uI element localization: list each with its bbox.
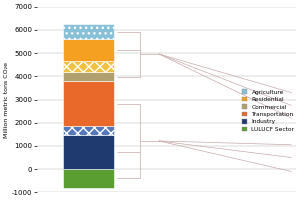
- Y-axis label: Million metric tons CO₂e: Million metric tons CO₂e: [4, 62, 9, 138]
- Bar: [62, 169, 114, 188]
- Bar: [62, 39, 114, 61]
- Bar: [62, 81, 114, 126]
- Bar: [62, 135, 114, 169]
- Bar: [62, 126, 114, 135]
- Legend: Agriculture, Residential, Commercial, Transportation, Industry, LULUCF Sector: Agriculture, Residential, Commercial, Tr…: [240, 88, 296, 133]
- Bar: [62, 72, 114, 81]
- Bar: [62, 24, 114, 39]
- Bar: [62, 61, 114, 72]
